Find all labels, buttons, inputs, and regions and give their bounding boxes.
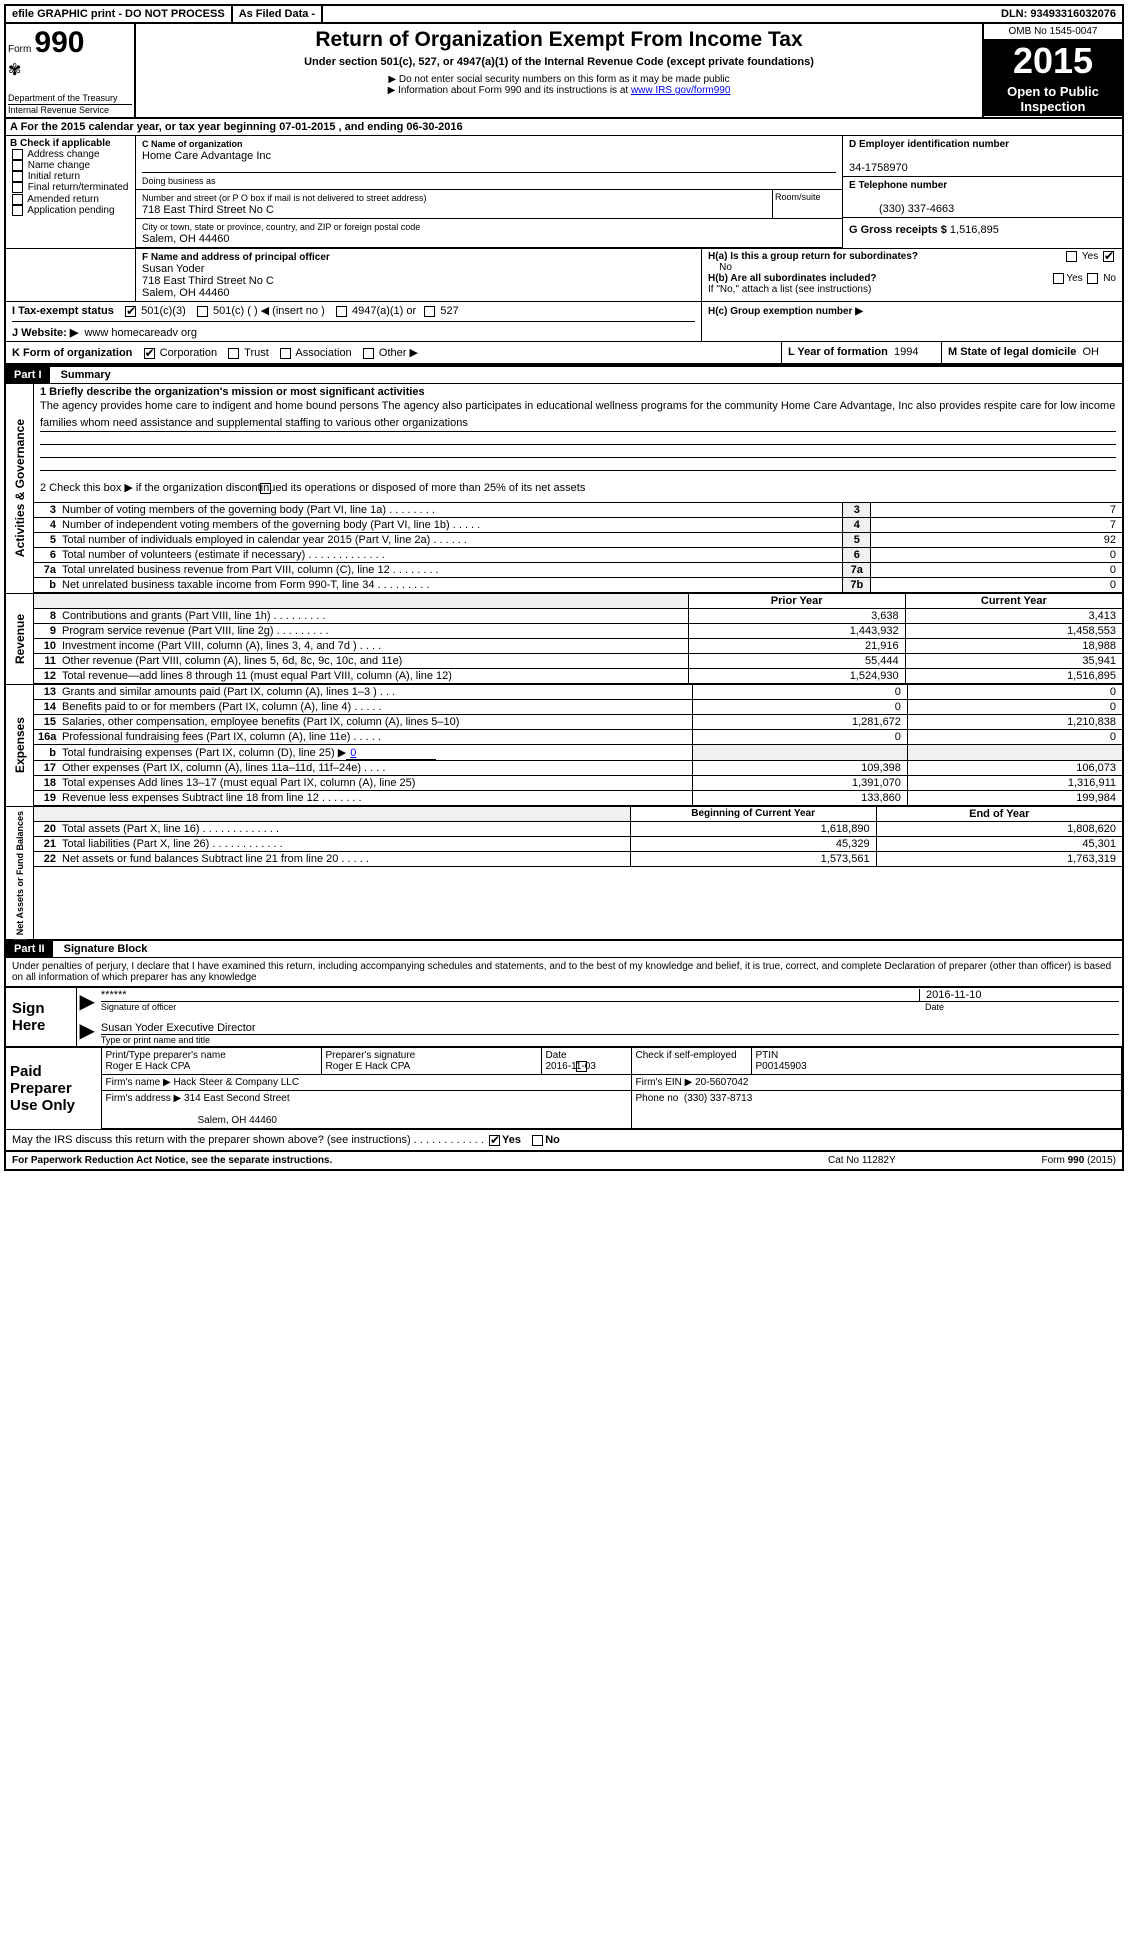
section-c: C Name of organization Home Care Advanta… <box>136 136 842 248</box>
table-row: 15Salaries, other compensation, employee… <box>34 715 1122 730</box>
table-row: bTotal fundraising expenses (Part IX, co… <box>34 745 1122 761</box>
table-row: 5Total number of individuals employed in… <box>34 533 1122 548</box>
table-row: 13Grants and similar amounts paid (Part … <box>34 685 1122 700</box>
governance-table: 3Number of voting members of the governi… <box>34 503 1122 593</box>
table-row: 20Total assets (Part X, line 16) . . . .… <box>34 822 1122 837</box>
table-row: 11Other revenue (Part VIII, column (A), … <box>34 654 1122 669</box>
preparer-table: Paid Preparer Use Only Print/Type prepar… <box>6 1046 1122 1129</box>
checkbox-name-change[interactable] <box>12 160 23 171</box>
table-row: 17Other expenses (Part IX, column (A), l… <box>34 761 1122 776</box>
checkbox-ha-yes[interactable] <box>1066 251 1077 262</box>
discuss-row: May the IRS discuss this return with the… <box>6 1129 1122 1150</box>
table-row: 19Revenue less expenses Subtract line 18… <box>34 791 1122 806</box>
org-address: 718 East Third Street No C <box>142 204 274 216</box>
signature-table: Sign Here ▶ ****** 2016-11-10 Signature … <box>6 986 1122 1046</box>
officer-block: F Name and address of principal officer … <box>6 248 1122 301</box>
checkbox-initial-return[interactable] <box>12 171 23 182</box>
checkbox-corp[interactable] <box>144 348 155 359</box>
website: www homecareadv org <box>84 327 197 339</box>
checkbox-527[interactable] <box>424 306 435 317</box>
line-a: A For the 2015 calendar year, or tax yea… <box>6 119 1122 136</box>
checkbox-501c3[interactable] <box>125 306 136 317</box>
klm-block: K Form of organization Corporation Trust… <box>6 342 1122 365</box>
org-city: Salem, OH 44460 <box>142 233 229 245</box>
checkbox-discuss-yes[interactable] <box>489 1135 500 1146</box>
table-row: 16aProfessional fundraising fees (Part I… <box>34 730 1122 745</box>
table-row: 14Benefits paid to or for members (Part … <box>34 700 1122 715</box>
checkbox-4947[interactable] <box>336 306 347 317</box>
table-row: 7aTotal unrelated business revenue from … <box>34 563 1122 578</box>
table-row: 6Total number of volunteers (estimate if… <box>34 548 1122 563</box>
activities-governance: Activities & Governance 1 Briefly descri… <box>6 384 1122 593</box>
perjury-statement: Under penalties of perjury, I declare th… <box>6 958 1122 986</box>
org-name: Home Care Advantage Inc <box>142 150 271 162</box>
checkbox-hb-no[interactable] <box>1087 273 1098 284</box>
checkbox-hb-yes[interactable] <box>1053 273 1064 284</box>
revenue-table: Prior Year Current Year 8Contributions a… <box>34 594 1122 684</box>
checkbox-amended[interactable] <box>12 194 23 205</box>
domicile-state: OH <box>1082 346 1099 358</box>
section-h: H(a) Is this a group return for subordin… <box>702 249 1122 301</box>
checkbox-assoc[interactable] <box>280 348 291 359</box>
part-ii-header: Part II Signature Block <box>6 939 1122 958</box>
section-f: F Name and address of principal officer … <box>136 249 702 301</box>
checkbox-self-employed[interactable] <box>576 1061 587 1072</box>
part-i-header: Part I Summary <box>6 365 1122 384</box>
checkbox-final-return[interactable] <box>12 182 23 193</box>
tab-revenue: Revenue <box>11 610 29 668</box>
revenue-section: Revenue Prior Year Current Year 8Contrib… <box>6 593 1122 684</box>
table-row: 22Net assets or fund balances Subtract l… <box>34 852 1122 867</box>
tab-expenses: Expenses <box>11 713 29 777</box>
table-row: 8Contributions and grants (Part VIII, li… <box>34 609 1122 624</box>
table-row: bNet unrelated business taxable income f… <box>34 578 1122 593</box>
gross-receipts: 1,516,895 <box>950 224 999 236</box>
table-row: 3Number of voting members of the governi… <box>34 503 1122 518</box>
efile-label: efile GRAPHIC print - DO NOT PROCESS <box>6 6 233 22</box>
asfiled-label: As Filed Data - <box>233 6 323 22</box>
top-bar: efile GRAPHIC print - DO NOT PROCESS As … <box>6 6 1122 24</box>
tab-governance: Activities & Governance <box>11 415 29 561</box>
section-b: B Check if applicable Address change Nam… <box>6 136 136 248</box>
table-row: 10Investment income (Part VIII, column (… <box>34 639 1122 654</box>
checkbox-501c[interactable] <box>197 306 208 317</box>
header-left: Form 990 ✾ Department of the Treasury In… <box>6 24 136 117</box>
dln: DLN: 93493316032076 <box>995 6 1122 22</box>
table-row: 4Number of independent voting members of… <box>34 518 1122 533</box>
checkbox-app-pending[interactable] <box>12 205 23 216</box>
status-block: I Tax-exempt status 501(c)(3) 501(c) ( )… <box>6 301 1122 342</box>
header-right: OMB No 1545-0047 2015 Open to Public Ins… <box>982 24 1122 117</box>
form-container: efile GRAPHIC print - DO NOT PROCESS As … <box>4 4 1124 1171</box>
phone: (330) 337-4663 <box>849 203 954 215</box>
form-header: Form 990 ✾ Department of the Treasury In… <box>6 24 1122 119</box>
netassets-table: Beginning of Current Year End of Year 20… <box>34 807 1122 867</box>
ein: 34-1758970 <box>849 162 908 174</box>
table-row: 9Program service revenue (Part VIII, lin… <box>34 624 1122 639</box>
entity-block: B Check if applicable Address change Nam… <box>6 136 1122 248</box>
expenses-section: Expenses 13Grants and similar amounts pa… <box>6 684 1122 806</box>
checkbox-discuss-no[interactable] <box>532 1135 543 1146</box>
tax-year: 2015 <box>984 40 1122 82</box>
form-title: Return of Organization Exempt From Incom… <box>140 28 978 52</box>
mission-text: The agency provides home care to indigen… <box>40 398 1116 432</box>
netassets-section: Net Assets or Fund Balances Beginning of… <box>6 806 1122 939</box>
checkbox-trust[interactable] <box>228 348 239 359</box>
checkbox-discontinued[interactable] <box>260 483 271 494</box>
checkbox-other[interactable] <box>363 348 374 359</box>
officer-name: Susan Yoder Executive Director <box>101 1022 1119 1035</box>
table-row: 12Total revenue—add lines 8 through 11 (… <box>34 669 1122 684</box>
irs-link[interactable]: www IRS gov/form990 <box>631 85 730 96</box>
expenses-table: 13Grants and similar amounts paid (Part … <box>34 685 1122 806</box>
page-footer: For Paperwork Reduction Act Notice, see … <box>6 1150 1122 1169</box>
tab-netassets: Net Assets or Fund Balances <box>13 807 27 939</box>
checkbox-ha-no[interactable] <box>1103 251 1114 262</box>
table-row: 21Total liabilities (Part X, line 26) . … <box>34 837 1122 852</box>
header-mid: Return of Organization Exempt From Incom… <box>136 24 982 117</box>
checkbox-address-change[interactable] <box>12 149 23 160</box>
table-row: 18Total expenses Add lines 13–17 (must e… <box>34 776 1122 791</box>
year-formation: 1994 <box>894 346 918 358</box>
section-deg: D Employer identification number 34-1758… <box>842 136 1122 248</box>
